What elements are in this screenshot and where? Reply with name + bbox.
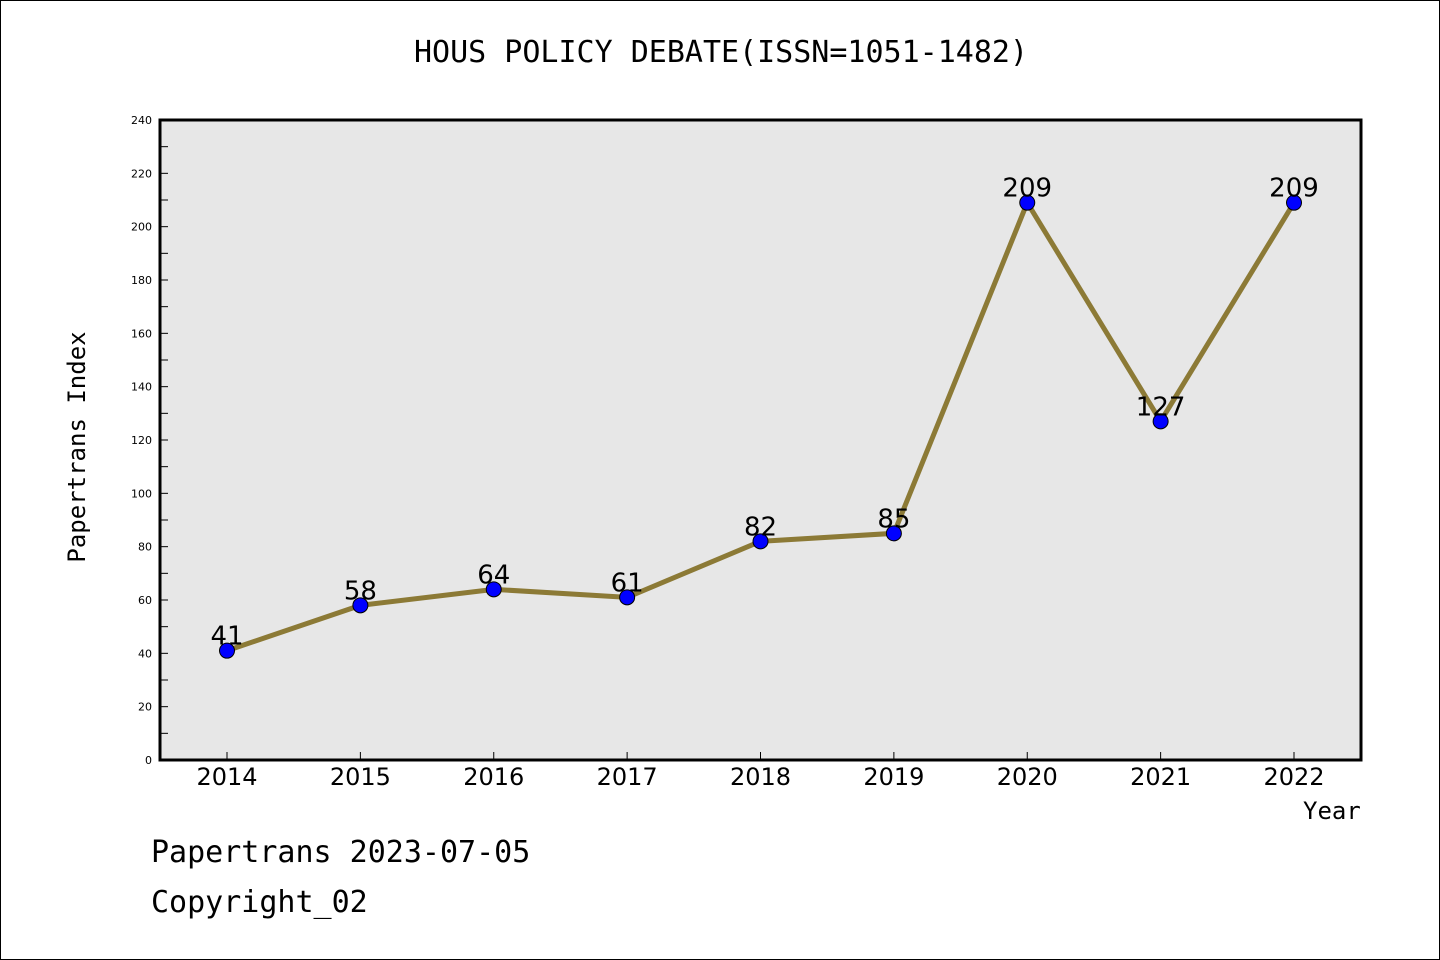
x-tick-label: 2016 [463, 763, 524, 791]
x-tick-label: 2021 [1130, 763, 1191, 791]
data-label: 64 [477, 560, 510, 590]
x-tick-label: 2020 [997, 763, 1058, 791]
y-tick-label: 60 [138, 594, 152, 607]
data-label: 209 [1269, 174, 1319, 204]
footer-date: Papertrans 2023-07-05 [151, 835, 531, 870]
y-tick-label: 180 [131, 274, 152, 287]
x-tick-label: 2017 [597, 763, 658, 791]
data-label: 127 [1136, 392, 1186, 422]
data-point [619, 589, 636, 606]
y-tick-label: 20 [138, 701, 152, 714]
data-point [219, 642, 235, 659]
data-point [1286, 194, 1302, 211]
data-point [885, 525, 902, 542]
data-label: 82 [744, 512, 777, 542]
y-tick-label: 100 [131, 487, 152, 500]
data-point [752, 533, 769, 550]
data-label: 41 [210, 622, 243, 652]
x-tick-label: 2022 [1263, 763, 1324, 791]
data-point [1019, 194, 1036, 211]
data-label: 85 [877, 504, 910, 534]
data-label: 58 [344, 576, 377, 606]
y-tick-label: 120 [131, 434, 152, 447]
y-tick-label: 240 [131, 114, 152, 127]
y-tick-label: 140 [131, 381, 152, 394]
x-axis-label: Year [1303, 797, 1361, 825]
chart-title: HOUS POLICY DEBATE(ISSN=1051-1482) [413, 35, 1029, 70]
x-tick-label: 2015 [330, 763, 391, 791]
data-point [485, 581, 502, 598]
y-tick-label: 160 [131, 327, 152, 340]
y-tick-label: 80 [138, 541, 152, 554]
y-tick-label: 200 [131, 221, 152, 234]
y-tick-label: 220 [131, 167, 152, 180]
data-point [352, 597, 369, 614]
x-tick-label: 2014 [196, 763, 257, 791]
x-tick-label: 2019 [863, 763, 924, 791]
data-label: 61 [611, 568, 644, 598]
y-tick-label: 40 [138, 647, 152, 660]
plot-border [158, 118, 1363, 762]
y-tick-label: 0 [145, 754, 152, 767]
plot-area [160, 120, 1361, 760]
data-label: 209 [1002, 174, 1052, 204]
x-tick-label: 2018 [730, 763, 791, 791]
footer-copyright: Copyright_02 [151, 885, 368, 920]
data-point [1152, 413, 1169, 430]
